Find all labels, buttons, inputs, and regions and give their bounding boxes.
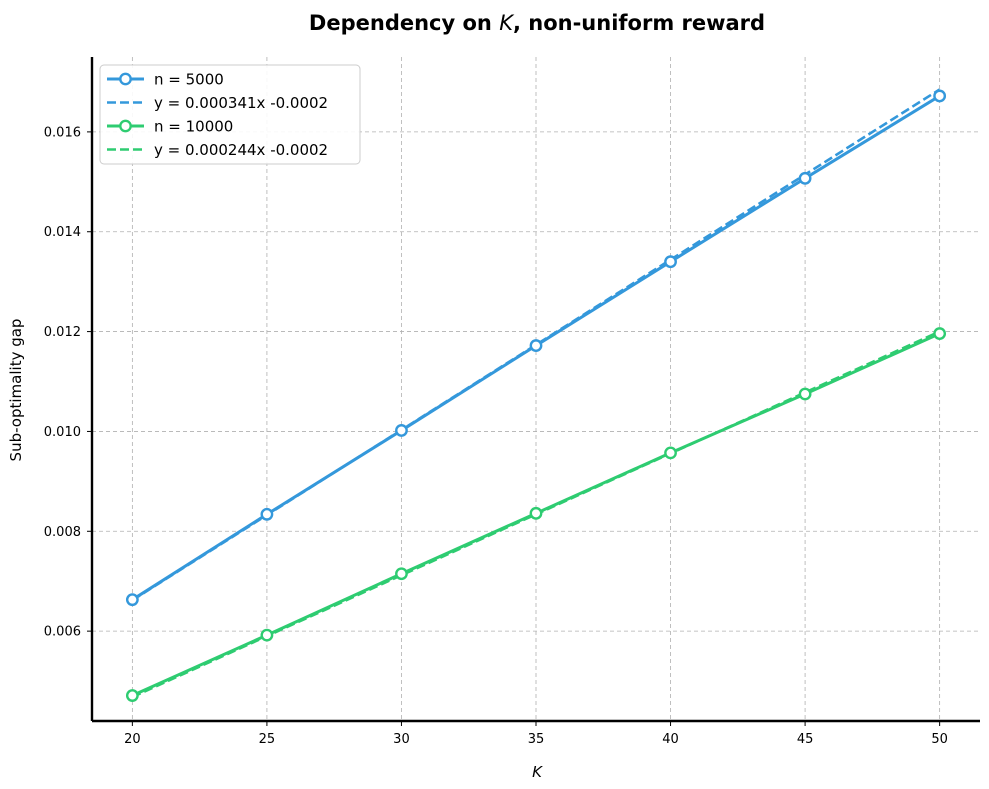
data-point bbox=[664, 446, 677, 460]
y-axis-label: Sub-optimality gap bbox=[7, 319, 25, 462]
y-tick-label: 0.014 bbox=[44, 225, 81, 240]
data-point bbox=[933, 89, 947, 103]
legend-label: n = 10000 bbox=[154, 118, 233, 136]
data-point bbox=[125, 689, 139, 702]
data-point bbox=[395, 424, 408, 437]
data-point bbox=[798, 171, 812, 185]
y-tick-label: 0.010 bbox=[44, 425, 81, 440]
legend-marker bbox=[119, 72, 132, 86]
data-point bbox=[798, 387, 812, 401]
legend-box bbox=[99, 64, 361, 165]
legend-label: y = 0.000244x -0.0002 bbox=[154, 141, 328, 159]
x-tick-label: 40 bbox=[662, 732, 679, 747]
legend: n = 5000 y = 0.000341x -0.0002 n = 10000 y … bbox=[99, 64, 361, 165]
y-tick-label: 0.008 bbox=[44, 525, 81, 540]
x-tick-label: 25 bbox=[259, 732, 276, 747]
x-tick-label: 45 bbox=[797, 732, 814, 747]
data-point bbox=[260, 628, 274, 642]
chart-title-variable: K bbox=[499, 11, 515, 35]
legend-label: y = 0.000341x -0.0002 bbox=[154, 94, 328, 112]
data-point bbox=[529, 339, 543, 352]
data-point bbox=[664, 255, 677, 269]
series-lines bbox=[125, 89, 947, 702]
data-point bbox=[125, 593, 139, 607]
data-point bbox=[395, 567, 408, 581]
data-point bbox=[260, 507, 274, 521]
x-tick-label: 30 bbox=[393, 732, 410, 747]
y-tick-label: 0.006 bbox=[44, 625, 81, 640]
x-tick-label: 35 bbox=[528, 732, 545, 747]
x-axis-label: K bbox=[532, 763, 543, 781]
chart-title-suffix: , non-uniform reward bbox=[513, 11, 765, 35]
chart-title: Dependency on K, non-uniform reward bbox=[309, 11, 765, 35]
x-tick-label: 20 bbox=[124, 732, 141, 747]
data-point bbox=[529, 506, 543, 520]
ticks: 20 25 30 35 40 45 50 0.006 0.008 0.010 0.012 0.014 0… bbox=[44, 125, 948, 747]
y-tick-label: 0.016 bbox=[44, 125, 81, 140]
legend-marker bbox=[119, 119, 132, 133]
y-tick-label: 0.012 bbox=[44, 325, 81, 340]
legend-label: n = 5000 bbox=[154, 71, 224, 89]
chart-title-prefix: Dependency on bbox=[309, 11, 499, 35]
data-point bbox=[933, 327, 947, 340]
x-tick-label: 50 bbox=[931, 732, 948, 747]
